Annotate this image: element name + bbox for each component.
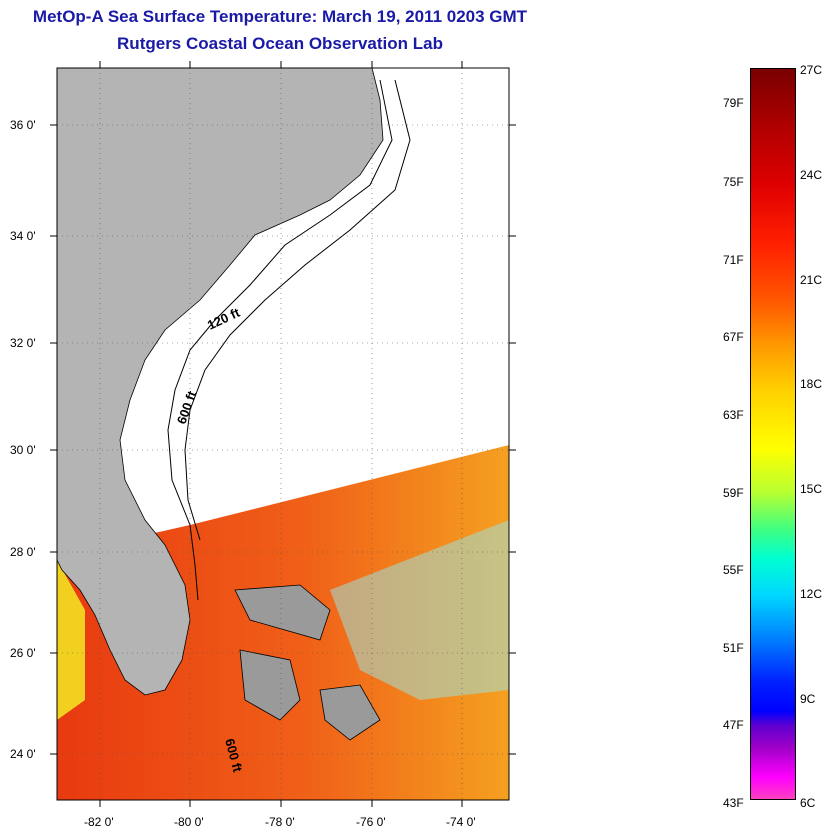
lat-label: 24 0' [10,747,36,761]
colorbar-c-label: 18C [800,377,823,391]
colorbar-f-label: 43F [723,796,744,810]
colorbar-f-label: 63F [723,408,744,422]
lat-label: 36 0' [10,118,36,132]
lon-label: -78 0' [265,815,295,829]
gulf-warm-water [57,560,85,720]
colorbar-f-label: 67F [723,330,744,344]
colorbar-c-label: 9C [800,692,816,706]
lat-label: 30 0' [10,443,36,457]
colorbar-c-label: 27C [800,63,823,77]
land-mass [57,68,384,696]
colorbar-c-label: 21C [800,273,823,287]
colorbar-c-label: 12C [800,587,823,601]
colorbar-f-label: 55F [723,563,744,577]
colorbar-f-label: 51F [723,641,744,655]
contour-600ft [184,79,411,541]
cool-water-region [330,520,509,700]
colorbar-f-label: 75F [723,175,744,189]
map-gridlines [57,68,509,800]
colorbar-f-label: 47F [723,718,744,732]
lat-label: 32 0' [10,336,36,350]
colorbar-c-label: 6C [800,796,816,810]
lon-label: -82 0' [84,815,114,829]
lat-label: 28 0' [10,545,36,559]
colorbar-f-label: 59F [723,486,744,500]
lat-label: 34 0' [10,229,36,243]
map-subtitle: Rutgers Coastal Ocean Observation Lab [117,34,443,53]
contour-120ft [167,79,393,601]
colorbar-f-label: 79F [723,96,744,110]
temperature-colorbar [750,68,796,800]
map-frame [56,67,510,801]
colorbar-f-label: 71F [723,253,744,267]
map-title: MetOp-A Sea Surface Temperature: March 1… [32,7,528,26]
bahamas-islands [234,584,381,741]
lat-label: 26 0' [10,646,36,660]
colorbar-c-label: 24C [800,168,823,182]
lon-label: -74 0' [446,815,476,829]
lon-label: -80 0' [174,815,204,829]
map-ticks [50,61,516,807]
colorbar-c-label: 15C [800,482,823,496]
lon-label: -76 0' [356,815,386,829]
